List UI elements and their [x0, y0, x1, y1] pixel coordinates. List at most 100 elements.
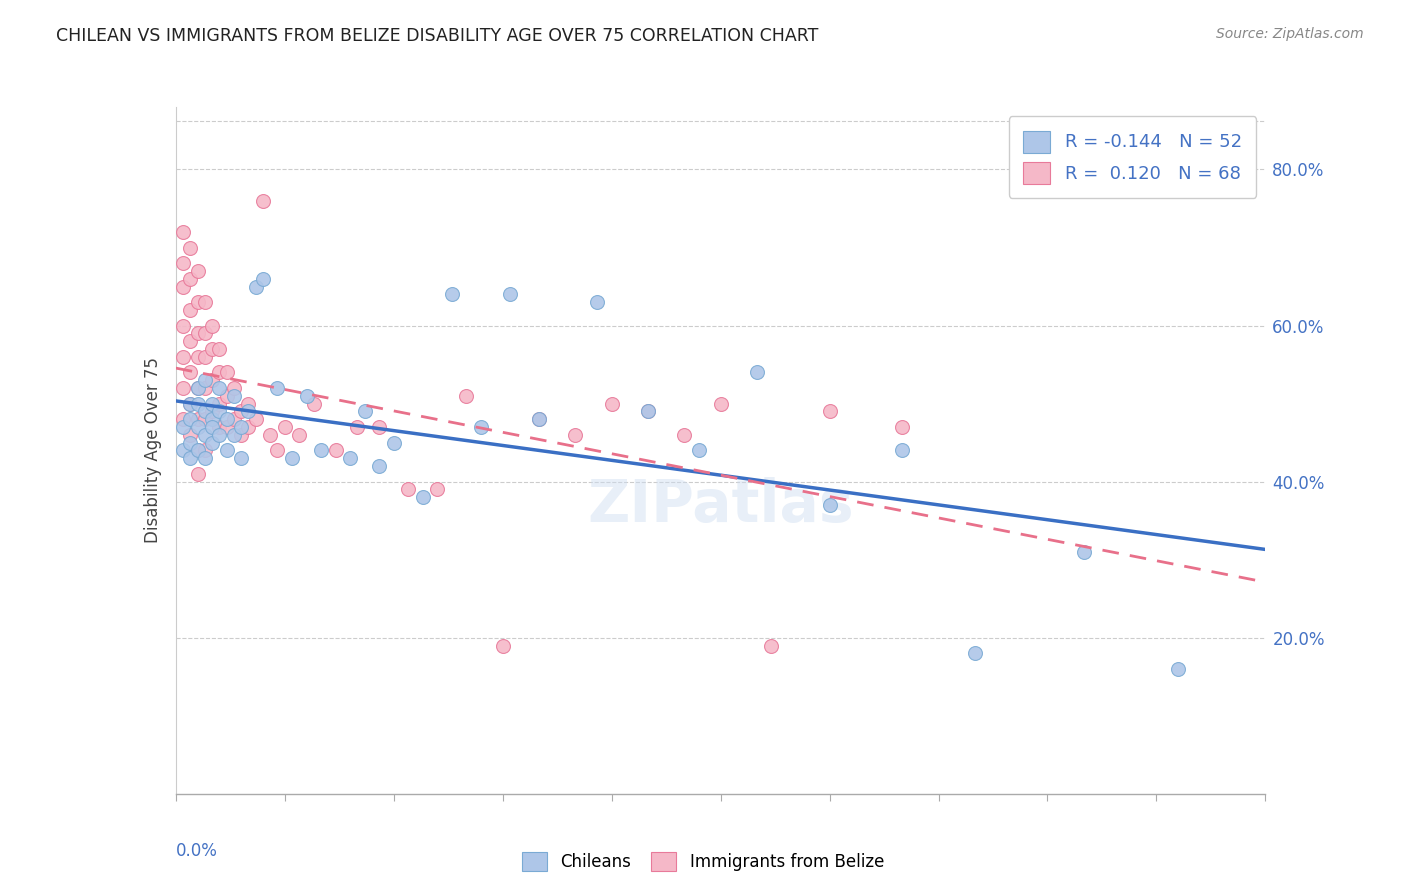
Point — [172, 412, 194, 426]
Point — [412, 490, 434, 504]
Point — [179, 427, 201, 442]
Point — [215, 443, 238, 458]
Point — [172, 279, 194, 293]
Point — [688, 443, 710, 458]
Text: Source: ZipAtlas.com: Source: ZipAtlas.com — [1216, 27, 1364, 41]
Point — [186, 264, 209, 278]
Point — [208, 381, 231, 395]
Point — [238, 420, 260, 434]
Point — [194, 381, 217, 395]
Point — [186, 396, 209, 410]
Point — [710, 396, 733, 410]
Point — [201, 396, 224, 410]
Point — [222, 389, 245, 403]
Point — [194, 451, 217, 466]
Point — [208, 366, 231, 380]
Point — [222, 381, 245, 395]
Point — [281, 451, 304, 466]
Point — [179, 334, 201, 348]
Point — [194, 295, 217, 310]
Point — [426, 483, 449, 497]
Point — [179, 396, 201, 410]
Point — [172, 225, 194, 239]
Point — [288, 427, 311, 442]
Point — [179, 366, 201, 380]
Point — [215, 366, 238, 380]
Point — [745, 366, 768, 380]
Point — [274, 420, 297, 434]
Y-axis label: Disability Age Over 75: Disability Age Over 75 — [143, 358, 162, 543]
Text: CHILEAN VS IMMIGRANTS FROM BELIZE DISABILITY AGE OVER 75 CORRELATION CHART: CHILEAN VS IMMIGRANTS FROM BELIZE DISABI… — [56, 27, 818, 45]
Point — [179, 271, 201, 285]
Point — [266, 443, 288, 458]
Point — [564, 427, 586, 442]
Point — [194, 443, 217, 458]
Point — [201, 342, 224, 356]
Point — [963, 646, 986, 660]
Point — [222, 412, 245, 426]
Point — [586, 295, 609, 310]
Point — [179, 412, 201, 426]
Point — [637, 404, 659, 418]
Point — [1073, 545, 1095, 559]
Point — [295, 389, 318, 403]
Point — [194, 350, 217, 364]
Point — [259, 427, 281, 442]
Point — [172, 350, 194, 364]
Point — [186, 443, 209, 458]
Point — [1167, 662, 1189, 676]
Point — [201, 435, 224, 450]
Text: ZIPatlas: ZIPatlas — [588, 477, 853, 534]
Point — [172, 318, 194, 333]
Point — [891, 420, 914, 434]
Point — [302, 396, 325, 410]
Point — [238, 404, 260, 418]
Point — [194, 326, 217, 341]
Point — [492, 639, 515, 653]
Point — [186, 467, 209, 481]
Point — [215, 420, 238, 434]
Point — [818, 404, 841, 418]
Point — [382, 435, 405, 450]
Point — [252, 194, 274, 208]
Point — [172, 443, 194, 458]
Point — [245, 412, 267, 426]
Point — [186, 412, 209, 426]
Point — [231, 404, 253, 418]
Point — [208, 427, 231, 442]
Text: 0.0%: 0.0% — [176, 842, 218, 860]
Point — [396, 483, 419, 497]
Point — [186, 295, 209, 310]
Point — [637, 404, 659, 418]
Point — [208, 404, 231, 418]
Point — [186, 420, 209, 434]
Point — [600, 396, 623, 410]
Point — [201, 318, 224, 333]
Point — [673, 427, 696, 442]
Point — [208, 420, 231, 434]
Point — [194, 412, 217, 426]
Point — [201, 420, 224, 434]
Point — [172, 420, 194, 434]
Point — [368, 458, 391, 473]
Legend: Chileans, Immigrants from Belize: Chileans, Immigrants from Belize — [513, 843, 893, 880]
Point — [194, 427, 217, 442]
Point — [266, 381, 288, 395]
Point — [172, 256, 194, 270]
Point — [201, 404, 224, 418]
Point — [179, 451, 201, 466]
Point — [194, 404, 217, 418]
Point — [215, 389, 238, 403]
Point — [179, 435, 201, 450]
Point — [818, 498, 841, 512]
Point — [186, 381, 209, 395]
Point — [208, 396, 231, 410]
Point — [339, 451, 361, 466]
Point — [245, 279, 267, 293]
Point — [231, 451, 253, 466]
Point — [346, 420, 368, 434]
Point — [527, 412, 550, 426]
Point — [201, 412, 224, 426]
Point — [309, 443, 332, 458]
Point — [208, 342, 231, 356]
